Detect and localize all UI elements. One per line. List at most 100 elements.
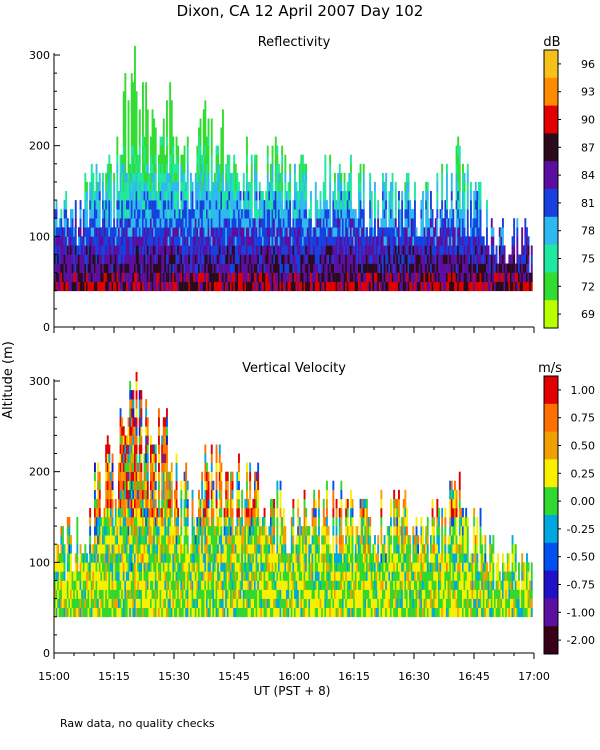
data-cell [226, 263, 229, 273]
data-cell [82, 553, 85, 563]
data-cell [124, 480, 127, 491]
data-cell [82, 227, 85, 237]
data-cell [66, 598, 69, 608]
data-cell [390, 254, 392, 264]
data-cell [329, 263, 332, 273]
data-cell [170, 236, 173, 246]
data-cell [215, 272, 218, 282]
data-cell [74, 589, 77, 599]
data-cell [462, 191, 464, 201]
data-cell [74, 571, 77, 581]
data-cell [476, 272, 479, 282]
data-cell [182, 154, 184, 165]
data-cell [426, 218, 429, 228]
data-cell [193, 535, 196, 545]
data-cell [502, 281, 504, 292]
data-cell [463, 209, 466, 219]
data-cell [191, 498, 194, 509]
data-cell [106, 172, 109, 183]
data-cell [466, 263, 469, 273]
data-cell [121, 200, 124, 210]
data-cell [135, 498, 138, 509]
data-cell [102, 580, 104, 590]
data-cell [354, 254, 357, 264]
data-cell [406, 227, 408, 237]
data-cell [108, 535, 111, 545]
data-cell [193, 607, 196, 618]
data-cell [218, 263, 221, 273]
data-cell [151, 181, 154, 192]
data-cell [106, 263, 109, 273]
data-cell [122, 553, 125, 563]
data-cell [106, 281, 109, 292]
data-cell [150, 209, 152, 219]
data-cell [143, 580, 146, 590]
data-cell [106, 589, 109, 599]
data-cell [159, 281, 162, 292]
data-cell [156, 263, 159, 273]
data-cell [137, 236, 140, 246]
data-cell [135, 462, 138, 472]
data-cell [166, 163, 168, 174]
data-cell [74, 553, 77, 563]
data-cell [358, 181, 360, 192]
data-cell [182, 227, 184, 237]
data-cell [425, 272, 428, 282]
data-cell [406, 200, 408, 210]
data-cell [239, 263, 242, 273]
data-cell [86, 209, 88, 219]
data-cell [110, 526, 112, 536]
data-cell [246, 254, 248, 264]
data-cell [134, 218, 136, 228]
data-cell [102, 227, 104, 237]
data-cell [252, 281, 255, 292]
data-cell [228, 254, 231, 264]
data-cell [127, 598, 130, 608]
data-cell [89, 544, 92, 554]
data-cell [196, 535, 199, 545]
data-cell [378, 254, 381, 264]
data-cell [132, 580, 135, 590]
data-cell [118, 200, 120, 210]
data-cell [433, 245, 436, 255]
data-cell [103, 281, 106, 292]
data-cell [130, 562, 133, 572]
data-cell [138, 172, 141, 183]
data-cell [151, 127, 154, 137]
data-cell [135, 544, 138, 554]
data-cell [474, 218, 477, 228]
data-cell [90, 553, 93, 563]
data-cell [281, 181, 284, 192]
data-cell [116, 218, 119, 228]
data-cell [249, 227, 252, 237]
data-cell [84, 272, 87, 282]
data-cell [137, 462, 140, 472]
data-cell [161, 526, 164, 536]
data-cell [516, 272, 519, 282]
data-cell [130, 598, 133, 608]
data-cell [161, 517, 164, 527]
data-cell [150, 263, 152, 273]
data-cell [111, 471, 114, 482]
data-cell [198, 263, 200, 273]
data-cell [391, 236, 394, 246]
data-cell [145, 408, 148, 418]
data-cell [207, 589, 210, 599]
data-cell [255, 191, 258, 201]
data-cell [340, 272, 343, 282]
data-cell [121, 507, 124, 518]
data-cell [230, 209, 232, 219]
data-cell [140, 417, 143, 427]
data-cell [302, 272, 304, 282]
data-cell [338, 191, 341, 201]
data-cell [190, 236, 192, 246]
data-cell [217, 209, 220, 219]
data-cell [54, 580, 56, 590]
data-cell [244, 191, 247, 201]
data-cell [262, 236, 264, 246]
data-cell [164, 254, 167, 264]
data-cell [302, 191, 304, 201]
data-cell [316, 254, 319, 264]
data-cell [110, 507, 112, 518]
data-cell [348, 272, 351, 282]
